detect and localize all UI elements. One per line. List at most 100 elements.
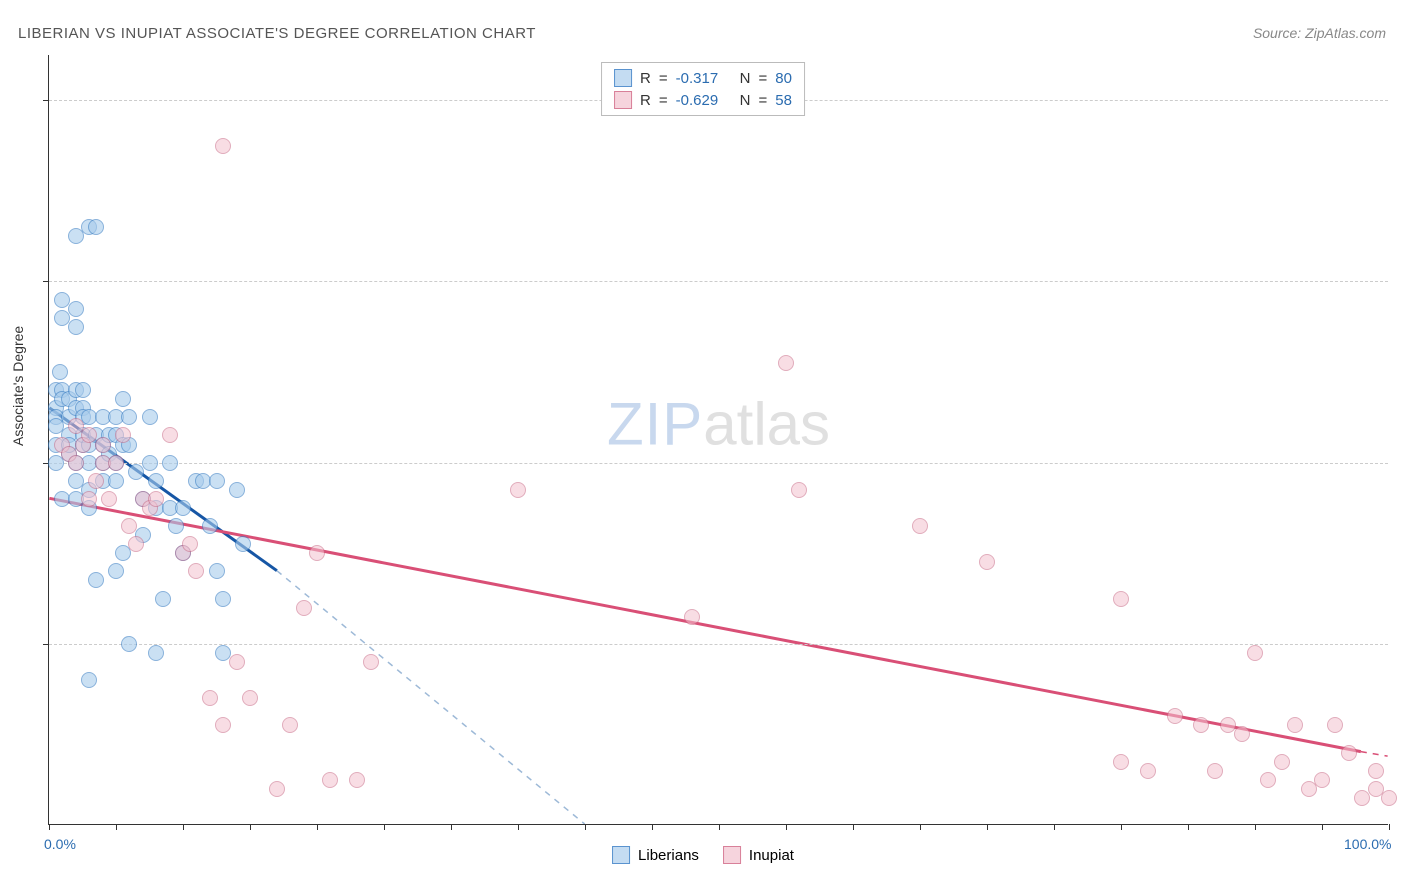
data-point xyxy=(142,409,158,425)
data-point xyxy=(1247,645,1263,661)
eq-label: = xyxy=(659,70,668,87)
data-point xyxy=(215,717,231,733)
data-point xyxy=(1368,763,1384,779)
data-point xyxy=(510,482,526,498)
data-point xyxy=(229,654,245,670)
r-label: R xyxy=(640,92,651,109)
data-point xyxy=(115,427,131,443)
data-point xyxy=(95,437,111,453)
swatch-liberians-icon xyxy=(612,846,630,864)
r-label: R xyxy=(640,70,651,87)
data-point xyxy=(88,572,104,588)
data-point xyxy=(209,563,225,579)
watermark: ZIPatlas xyxy=(607,390,830,459)
data-point xyxy=(121,518,137,534)
data-point xyxy=(68,455,84,471)
data-point xyxy=(322,772,338,788)
data-point xyxy=(128,536,144,552)
data-point xyxy=(684,609,700,625)
data-point xyxy=(1140,763,1156,779)
data-point xyxy=(1113,754,1129,770)
legend-label-inupiat: Inupiat xyxy=(749,847,794,864)
data-point xyxy=(1207,763,1223,779)
data-point xyxy=(142,455,158,471)
data-point xyxy=(162,455,178,471)
data-point xyxy=(778,355,794,371)
data-point xyxy=(108,455,124,471)
eq-label: = xyxy=(759,70,768,87)
legend-correlation: R = -0.317 N = 80 R = -0.629 N = 58 xyxy=(601,62,805,116)
data-point xyxy=(148,491,164,507)
data-point xyxy=(108,563,124,579)
gridline xyxy=(49,644,1388,645)
data-point xyxy=(1167,708,1183,724)
data-point xyxy=(188,563,204,579)
data-point xyxy=(168,518,184,534)
data-point xyxy=(81,672,97,688)
data-point xyxy=(162,427,178,443)
data-point xyxy=(202,518,218,534)
data-point xyxy=(309,545,325,561)
legend-row-inupiat: R = -0.629 N = 58 xyxy=(614,89,792,111)
data-point xyxy=(88,473,104,489)
data-point xyxy=(1341,745,1357,761)
data-point xyxy=(175,500,191,516)
data-point xyxy=(209,473,225,489)
y-axis-title: Associate's Degree xyxy=(10,326,26,446)
legend-label-liberians: Liberians xyxy=(638,847,699,864)
n-value-inupiat: 58 xyxy=(775,92,792,109)
n-label: N xyxy=(740,92,751,109)
watermark-atlas: atlas xyxy=(703,391,830,458)
chart-title: LIBERIAN VS INUPIAT ASSOCIATE'S DEGREE C… xyxy=(18,25,536,42)
x-tick-label: 0.0% xyxy=(44,836,76,852)
r-value-liberians: -0.317 xyxy=(676,70,732,87)
data-point xyxy=(296,600,312,616)
source-label: Source: ZipAtlas.com xyxy=(1253,25,1386,41)
data-point xyxy=(1287,717,1303,733)
chart-container: LIBERIAN VS INUPIAT ASSOCIATE'S DEGREE C… xyxy=(0,0,1406,892)
data-point xyxy=(121,409,137,425)
data-point xyxy=(68,319,84,335)
data-point xyxy=(1314,772,1330,788)
data-point xyxy=(1260,772,1276,788)
eq-label: = xyxy=(659,92,668,109)
legend-item-inupiat: Inupiat xyxy=(723,846,794,864)
data-point xyxy=(75,382,91,398)
data-point xyxy=(68,301,84,317)
plot-area: ZIPatlas 20.0%40.0%60.0%80.0%0.0%100.0% xyxy=(48,55,1388,825)
data-point xyxy=(215,591,231,607)
data-point xyxy=(202,690,218,706)
data-point xyxy=(1193,717,1209,733)
n-value-liberians: 80 xyxy=(775,70,792,87)
data-point xyxy=(979,554,995,570)
gridline xyxy=(49,281,1388,282)
data-point xyxy=(101,491,117,507)
data-point xyxy=(1327,717,1343,733)
n-label: N xyxy=(740,70,751,87)
x-tick-label: 100.0% xyxy=(1344,836,1391,852)
data-point xyxy=(81,491,97,507)
data-point xyxy=(791,482,807,498)
legend-row-liberians: R = -0.317 N = 80 xyxy=(614,67,792,89)
data-point xyxy=(1113,591,1129,607)
data-point xyxy=(282,717,298,733)
data-point xyxy=(229,482,245,498)
data-point xyxy=(1274,754,1290,770)
data-point xyxy=(52,364,68,380)
swatch-liberians-icon xyxy=(614,69,632,87)
data-point xyxy=(148,473,164,489)
watermark-zip: ZIP xyxy=(607,391,703,458)
data-point xyxy=(108,473,124,489)
eq-label: = xyxy=(759,92,768,109)
data-point xyxy=(363,654,379,670)
trend-lines xyxy=(49,55,1388,824)
data-point xyxy=(148,645,164,661)
r-value-inupiat: -0.629 xyxy=(676,92,732,109)
legend-series: Liberians Inupiat xyxy=(612,846,794,864)
data-point xyxy=(269,781,285,797)
data-point xyxy=(115,391,131,407)
data-point xyxy=(912,518,928,534)
data-point xyxy=(215,138,231,154)
data-point xyxy=(88,219,104,235)
data-point xyxy=(349,772,365,788)
